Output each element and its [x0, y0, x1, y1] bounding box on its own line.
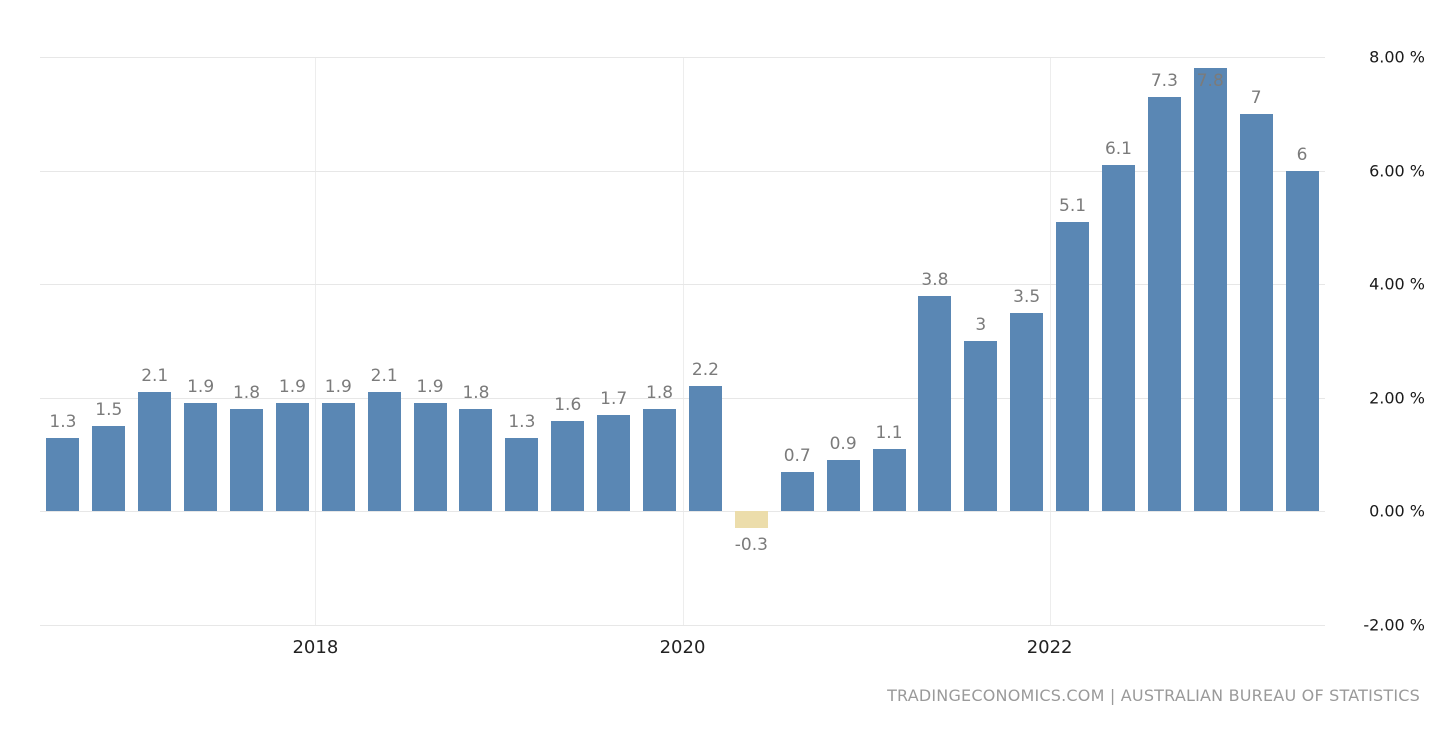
- bar-value-label: 1.9: [324, 377, 352, 398]
- bar-value-label: 1.9: [187, 377, 215, 398]
- chart-bar[interactable]: [1147, 96, 1181, 512]
- y-axis-tick-label: 8.00 %: [1369, 47, 1425, 67]
- x-axis-tick-label: 2020: [659, 637, 706, 658]
- year-gridline: [682, 57, 684, 625]
- bar-value-label: 2.2: [691, 360, 719, 381]
- bar-value-label: 3.8: [921, 269, 949, 290]
- y-axis-tick-label: 2.00 %: [1369, 388, 1425, 408]
- year-gridline: [1049, 57, 1051, 625]
- bar-value-label: 1.8: [462, 383, 490, 404]
- x-axis-tick-label: 2018: [292, 637, 339, 658]
- y-axis-tick-label: 4.00 %: [1369, 274, 1425, 294]
- bar-value-label: 6.1: [1104, 138, 1132, 159]
- chart-bar[interactable]: [367, 392, 401, 512]
- chart-bar[interactable]: [872, 448, 906, 512]
- chart-bar[interactable]: [1010, 312, 1044, 512]
- x-axis-tick-label: 2022: [1026, 637, 1073, 658]
- chart-bar[interactable]: [138, 392, 172, 512]
- chart-bar[interactable]: [1193, 68, 1227, 512]
- chart-bar[interactable]: [184, 403, 218, 512]
- bar-value-label: 1.3: [49, 411, 77, 432]
- bar-value-label: 1.7: [600, 388, 628, 409]
- chart-bar[interactable]: [230, 409, 264, 512]
- bar-value-label: 2.1: [370, 366, 398, 387]
- gridline: [40, 57, 1325, 58]
- chart-bar[interactable]: [275, 403, 309, 512]
- bar-value-label: 7: [1250, 87, 1262, 108]
- y-axis-tick-label: 6.00 %: [1369, 161, 1425, 181]
- bar-value-label: 1.1: [875, 422, 903, 443]
- chart-bar[interactable]: [92, 426, 126, 512]
- gridline: [40, 511, 1325, 513]
- chart-bar[interactable]: [780, 471, 814, 512]
- bar-value-label: 1.6: [554, 394, 582, 415]
- bar-value-label: 1.5: [95, 400, 123, 421]
- chart-bar[interactable]: [826, 460, 860, 512]
- chart-bar[interactable]: [551, 420, 585, 512]
- chart-bar[interactable]: [505, 437, 539, 512]
- chart-bar[interactable]: [413, 403, 447, 512]
- bar-value-label: 2.1: [141, 366, 169, 387]
- attribution-text: TRADINGECONOMICS.COM | AUSTRALIAN BUREAU…: [887, 686, 1420, 705]
- bar-value-label: -0.3: [734, 535, 768, 556]
- bar-value-label: 6: [1296, 144, 1308, 165]
- y-axis-tick-label: -2.00 %: [1363, 615, 1425, 635]
- bar-value-label: 0.9: [829, 434, 857, 455]
- gridline: [40, 625, 1325, 626]
- chart-bar[interactable]: [1101, 164, 1135, 512]
- chart-bar[interactable]: [1056, 221, 1090, 512]
- chart-bar[interactable]: [459, 409, 493, 512]
- chart-bar[interactable]: [734, 511, 768, 529]
- bar-value-label: 7.3: [1150, 70, 1178, 91]
- chart-bar[interactable]: [643, 409, 677, 512]
- bar-value-label: 1.9: [278, 377, 306, 398]
- chart-bar[interactable]: [964, 341, 998, 512]
- bar-value-label: 1.8: [646, 383, 674, 404]
- gridline: [40, 170, 1325, 172]
- chart-bar[interactable]: [321, 403, 355, 512]
- bar-value-label: 5.1: [1059, 195, 1087, 216]
- bar-value-label: 1.9: [416, 377, 444, 398]
- chart-bar[interactable]: [1285, 170, 1319, 512]
- y-axis-tick-label: 0.00 %: [1369, 501, 1425, 521]
- chart-bar[interactable]: [46, 437, 80, 512]
- chart-bar[interactable]: [1239, 113, 1273, 512]
- chart-bar[interactable]: [688, 386, 722, 512]
- bar-value-label: 1.3: [508, 411, 536, 432]
- chart-bar[interactable]: [597, 414, 631, 512]
- bar-value-label: 3: [975, 315, 987, 335]
- bar-value-label: 3.5: [1013, 286, 1041, 307]
- gridline: [40, 284, 1325, 286]
- bar-value-label: 0.7: [783, 445, 811, 466]
- gridline: [40, 397, 1325, 399]
- chart-bar[interactable]: [918, 295, 952, 512]
- year-gridline: [315, 57, 317, 625]
- bar-value-label: 7.8: [1196, 71, 1224, 92]
- bar-value-label: 1.8: [232, 383, 261, 404]
